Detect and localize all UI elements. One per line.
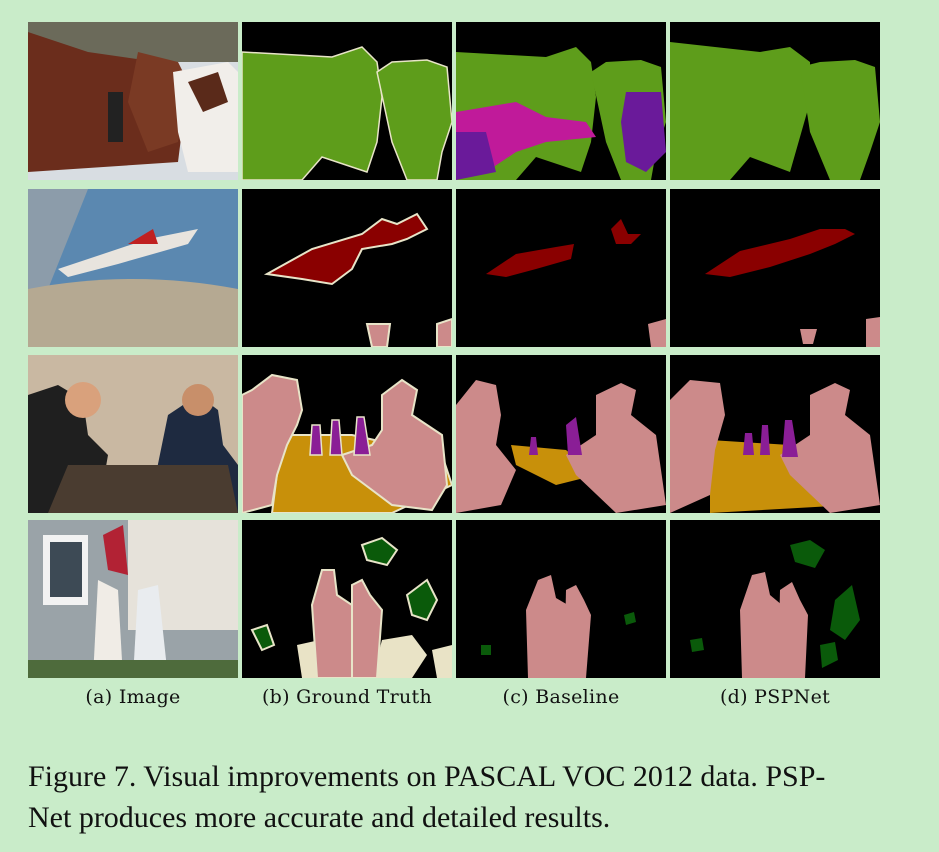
column-label-ground-truth: (b) Ground Truth <box>261 686 433 708</box>
image-aeroplane <box>28 189 238 347</box>
gt-people-table <box>242 355 452 513</box>
pspnet-cows <box>670 22 880 180</box>
baseline-cows <box>456 22 666 180</box>
column-label-baseline: (c) Baseline <box>502 686 620 708</box>
image-cows <box>28 22 238 180</box>
gt-cows <box>242 22 452 180</box>
column-label-image: (a) Image <box>85 686 181 708</box>
pspnet-people-table <box>670 355 880 513</box>
caption-line-2: Net produces more accurate and detailed … <box>28 801 611 834</box>
gt-house <box>242 520 452 678</box>
image-people-table <box>28 355 238 513</box>
figure-caption: Figure 7. Visual improvements on PASCAL … <box>28 756 908 838</box>
baseline-people-table <box>456 355 666 513</box>
pspnet-house <box>670 520 880 678</box>
image-house <box>28 520 238 678</box>
gt-aeroplane <box>242 189 452 347</box>
baseline-aeroplane <box>456 189 666 347</box>
caption-line-1: Figure 7. Visual improvements on PASCAL … <box>28 760 826 793</box>
pspnet-aeroplane <box>670 189 880 347</box>
column-label-pspnet: (d) PSPNet <box>719 686 831 708</box>
baseline-house <box>456 520 666 678</box>
